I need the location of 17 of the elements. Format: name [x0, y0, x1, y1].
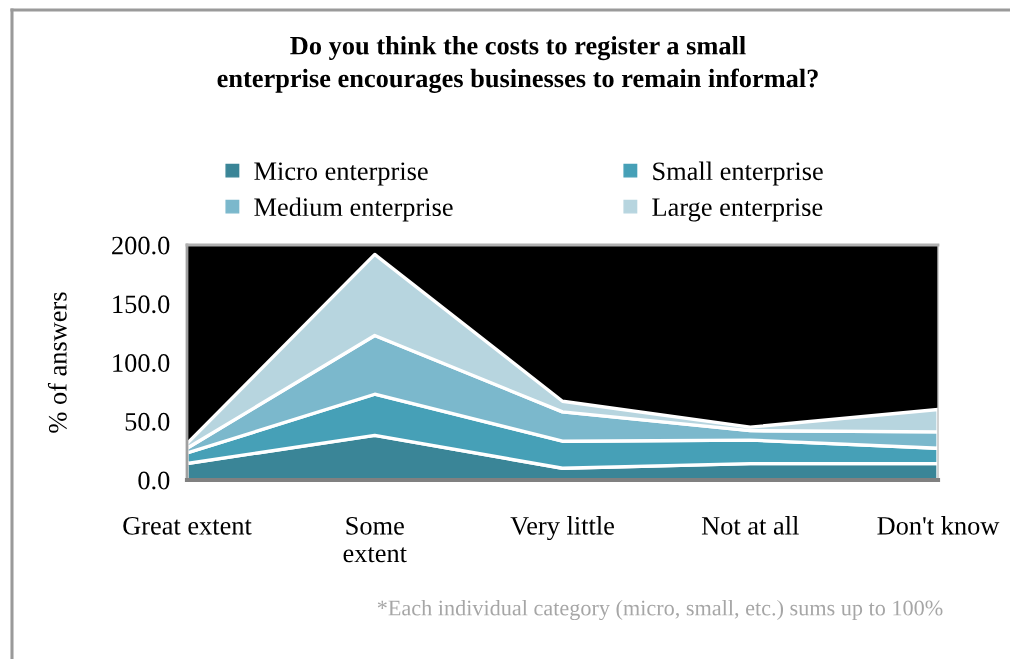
- y-tick-label: 100.0: [113, 354, 170, 373]
- legend-label: Small enterprise: [653, 161, 823, 186]
- legend-label: Large enterprise: [652, 198, 823, 222]
- chart-title: Do you think the costs to register a small enterprise encourages businesses to remain informal?: [217, 36, 818, 93]
- x-tick-label: Don't know: [877, 516, 1000, 535]
- y-axis-title: % of answers: [47, 292, 67, 433]
- text: *Each individual category (micro, small, etc.) sums up to 100%: [377, 599, 943, 621]
- y-tick-label: 150.0: [113, 295, 170, 314]
- legend-label: Medium enterprise: [254, 197, 453, 222]
- x-tick-label: Very little: [510, 516, 614, 541]
- x-tick-label: Great extent: [123, 516, 252, 535]
- y-tick-label: 0.0: [138, 471, 170, 490]
- x-tick-label: Not at all: [701, 516, 799, 535]
- x-tick-label: Some extent: [343, 516, 407, 563]
- legend-label: Micro enterprise: [254, 162, 428, 186]
- y-tick-label: 50.0: [125, 412, 170, 431]
- y-tick-label: 200.0: [112, 236, 170, 255]
